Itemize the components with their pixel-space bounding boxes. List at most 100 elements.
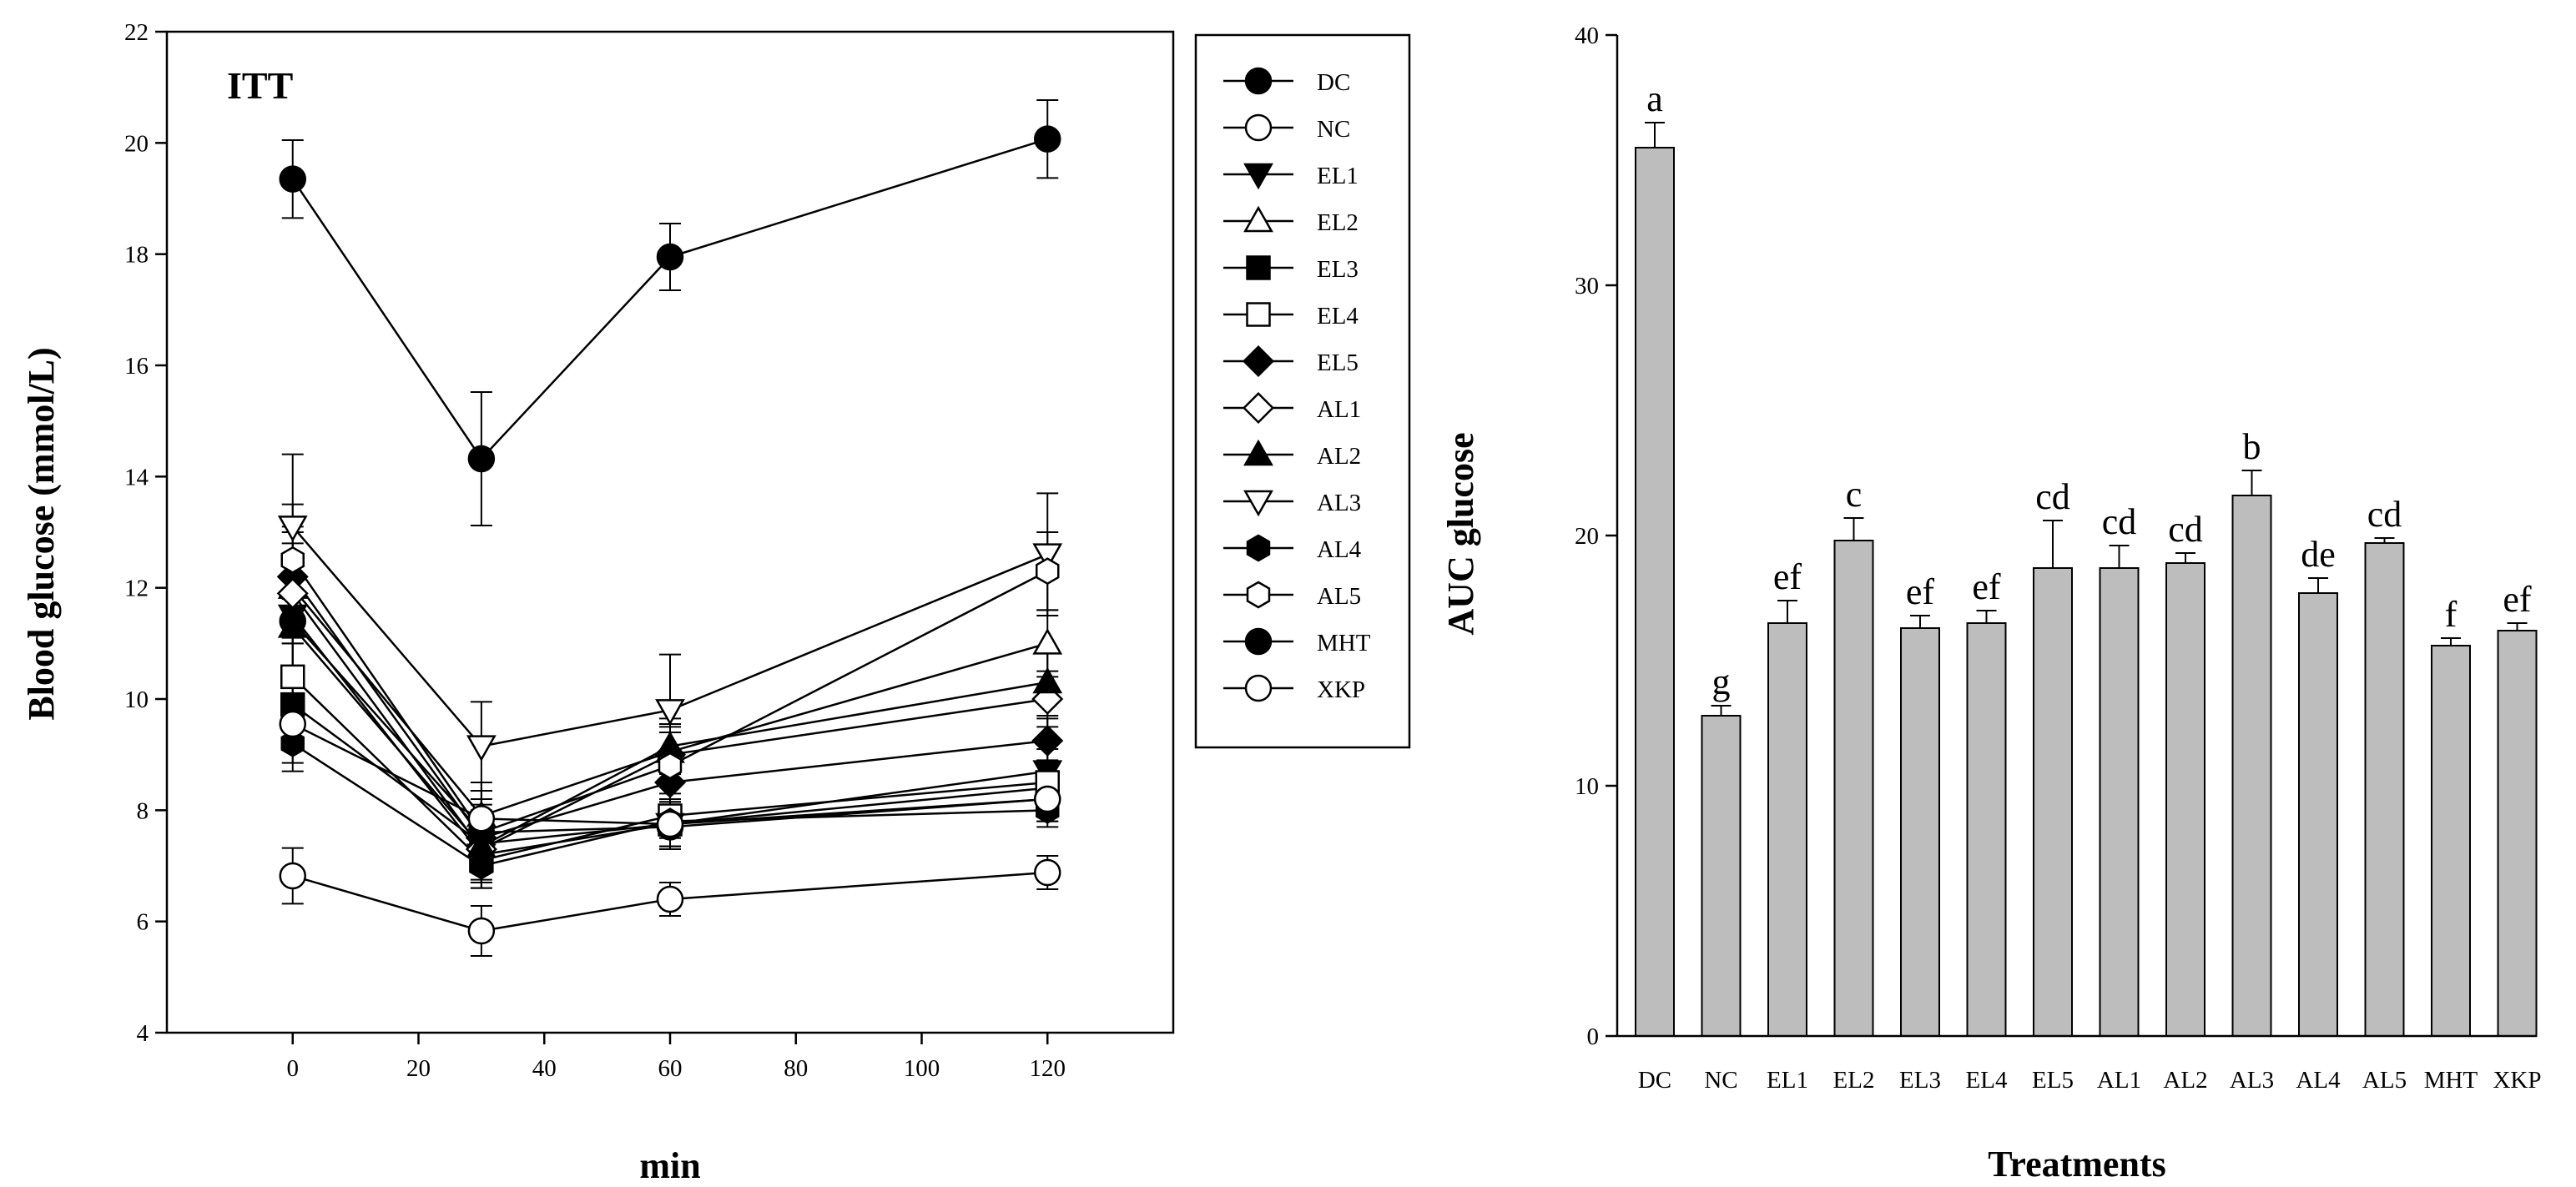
bar [2165, 562, 2205, 1037]
legend-marker [1244, 674, 1273, 702]
bar-group-al4: de AL4 [2296, 534, 2341, 1094]
legend-label: XKP [1317, 676, 1365, 703]
legend-label: AL5 [1317, 583, 1361, 610]
y-tick-label: 8 [137, 797, 149, 824]
bar [1900, 627, 1940, 1037]
legend-marker [1242, 345, 1275, 378]
series-line [291, 138, 1048, 461]
legend-item-dc: DC [1223, 67, 1350, 96]
category-label: EL4 [1966, 1067, 2008, 1094]
category-label: MHT [2424, 1067, 2478, 1094]
significance-letter: de [2301, 534, 2336, 575]
series-line [291, 676, 1048, 862]
data-point-dc [467, 445, 496, 473]
bar-axis-ticks: 0 10 20 30 40 [1575, 23, 1617, 1050]
bar [2099, 567, 2140, 1037]
x-tick-label: 120 [1030, 1055, 1066, 1082]
y-tick-label: 10 [124, 687, 149, 713]
auc-bar-chart: 0 10 20 30 40 a DC g NC ef EL1 c EL2 ef EL3 ef EL4 cd EL5… [1440, 23, 2542, 1184]
legend-label: EL1 [1317, 163, 1359, 189]
significance-letter: g [1712, 661, 1731, 702]
legend-item-al1: AL1 [1223, 391, 1361, 425]
data-point-el4 [280, 664, 305, 690]
legend-label: AL1 [1317, 396, 1361, 423]
legend-item-xkp: XKP [1223, 674, 1365, 703]
data-point-al2 [1032, 666, 1063, 694]
significance-letter: cd [2168, 509, 2203, 550]
series-line [292, 742, 1048, 868]
series-line [292, 703, 1048, 845]
legend-box [1194, 33, 1411, 749]
data-point-nc [279, 862, 306, 890]
category-label: EL2 [1833, 1067, 1875, 1094]
x-tick-label: 60 [658, 1055, 683, 1082]
legend-marker [1242, 391, 1275, 425]
significance-letter: cd [2102, 501, 2137, 542]
bar [1966, 622, 2007, 1037]
significance-letter: cd [2035, 476, 2070, 517]
legend-marker [1243, 490, 1273, 517]
bar-y-tick-label: 30 [1575, 273, 1599, 299]
x-tick-label: 0 [287, 1055, 300, 1082]
bar [1701, 715, 1742, 1037]
x-tick-label: 100 [904, 1055, 940, 1082]
line-axis-ticks: 4 6 8 10 12 14 16 18 20 22 0 20 40 60 80 100 120 [124, 19, 1066, 1082]
category-label: EL1 [1767, 1067, 1808, 1094]
series-line [291, 586, 1048, 817]
series-line [292, 871, 1048, 933]
bar-group-al2: cd AL2 [2163, 509, 2207, 1094]
series-line [291, 559, 1048, 834]
legend-marker [1246, 534, 1271, 562]
bar [2497, 630, 2538, 1037]
bar-group-mht: f MHT [2424, 594, 2478, 1094]
legend-label: EL2 [1317, 209, 1359, 236]
bar [2033, 567, 2073, 1037]
y-tick-label: 22 [124, 19, 149, 46]
x-tick-label: 20 [406, 1055, 431, 1082]
legend-marker [1246, 255, 1271, 280]
significance-letter: ef [1906, 571, 1935, 612]
bar-x-axis-title: Treatments [1988, 1144, 2165, 1184]
data-point-xkp [467, 805, 496, 832]
category-label: DC [1638, 1067, 1671, 1094]
bar-group-xkp: ef XKP [2493, 579, 2541, 1094]
legend-item-el3: EL3 [1223, 255, 1359, 283]
line-y-axis-title: Blood glucose (mmol/L) [21, 347, 62, 720]
significance-letter: a [1646, 78, 1663, 119]
data-point-nc [1034, 858, 1061, 887]
legend-label: DC [1317, 69, 1350, 96]
legend-item-al4: AL4 [1223, 534, 1362, 563]
line-series-group [276, 99, 1064, 957]
bar-group-el3: ef EL3 [1899, 571, 1941, 1094]
legend-marker [1243, 163, 1273, 190]
legend-marker [1243, 439, 1273, 466]
data-point-al3 [1032, 543, 1063, 570]
data-point-al4 [469, 852, 494, 880]
legend-label: AL2 [1317, 443, 1361, 470]
bar [2298, 592, 2338, 1037]
significance-letter: cd [2367, 494, 2402, 535]
y-tick-label: 14 [124, 464, 149, 490]
data-point-mht [279, 607, 306, 635]
y-tick-label: 12 [124, 576, 149, 602]
bar-group-el1: ef EL1 [1767, 556, 1808, 1094]
y-tick-label: 16 [124, 353, 149, 380]
data-point-nc [656, 885, 684, 913]
significance-letter: ef [1972, 566, 2001, 607]
legend-item-al5: AL5 [1223, 581, 1361, 610]
y-tick-label: 6 [137, 909, 149, 936]
bar [1767, 622, 1807, 1037]
bar [2431, 645, 2471, 1037]
category-label: NC [1704, 1067, 1737, 1094]
data-point-dc [279, 165, 306, 193]
legend-label: EL3 [1317, 256, 1359, 283]
bar-group-al3: b AL3 [2230, 426, 2274, 1094]
category-label: AL3 [2230, 1067, 2274, 1094]
bar-marks: a DC g NC ef EL1 c EL2 ef EL3 ef EL4 cd EL5 cd AL1 cd AL2… [1635, 78, 2542, 1094]
legend-item-el4: EL4 [1223, 302, 1359, 329]
bar [1635, 147, 1675, 1037]
data-point-xkp [656, 810, 684, 838]
y-tick-label: 4 [137, 1020, 149, 1047]
data-point-al4 [280, 729, 305, 757]
